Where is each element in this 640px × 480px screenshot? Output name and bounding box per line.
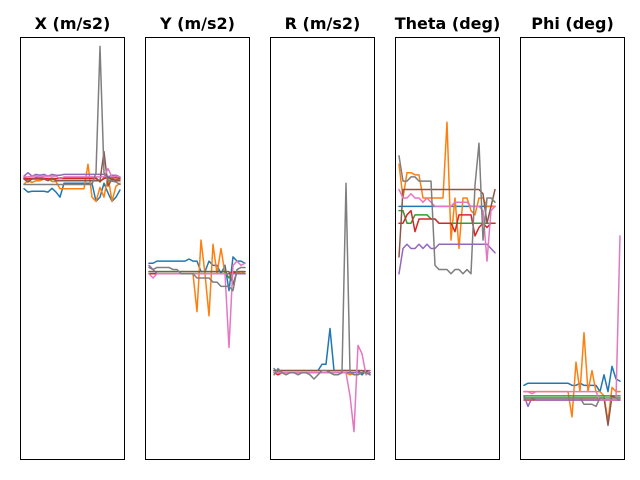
series-line-6 (23, 167, 121, 180)
panel-theta: Theta (deg) (395, 14, 501, 460)
panel-phi: Phi (deg) (520, 14, 625, 460)
series-line-0 (148, 256, 246, 292)
series-line-3 (398, 209, 496, 237)
series-line-7 (148, 266, 246, 292)
series-line-3 (23, 176, 121, 182)
series-line-6 (398, 188, 496, 262)
panel-title: Y (m/s2) (159, 14, 235, 33)
panel-title: X (m/s2) (35, 14, 111, 33)
series-line-4 (23, 171, 121, 178)
panel-title: R (m/s2) (285, 14, 361, 33)
series-line-1 (398, 121, 496, 250)
plot-frame (270, 37, 375, 460)
plot-frame (145, 37, 250, 460)
series-line-7 (23, 45, 121, 186)
series-line-5 (148, 270, 246, 286)
panel-y: Y (m/s2) (145, 14, 250, 460)
series-line-1 (23, 163, 121, 203)
series-line-6 (148, 260, 246, 349)
series-line-7 (398, 142, 496, 275)
series-line-0 (523, 365, 621, 393)
panel-title: Theta (deg) (395, 14, 501, 33)
panel-title: Phi (deg) (531, 14, 614, 33)
series-line-5 (398, 188, 496, 258)
plot-frame (20, 37, 125, 460)
series-line-0 (23, 182, 121, 203)
panel-x: X (m/s2) (20, 14, 125, 460)
panel-r: R (m/s2) (270, 14, 375, 460)
series-line-7 (523, 397, 621, 408)
series-line-6 (523, 235, 621, 401)
series-line-4 (398, 243, 496, 275)
series-line-7 (273, 182, 371, 380)
